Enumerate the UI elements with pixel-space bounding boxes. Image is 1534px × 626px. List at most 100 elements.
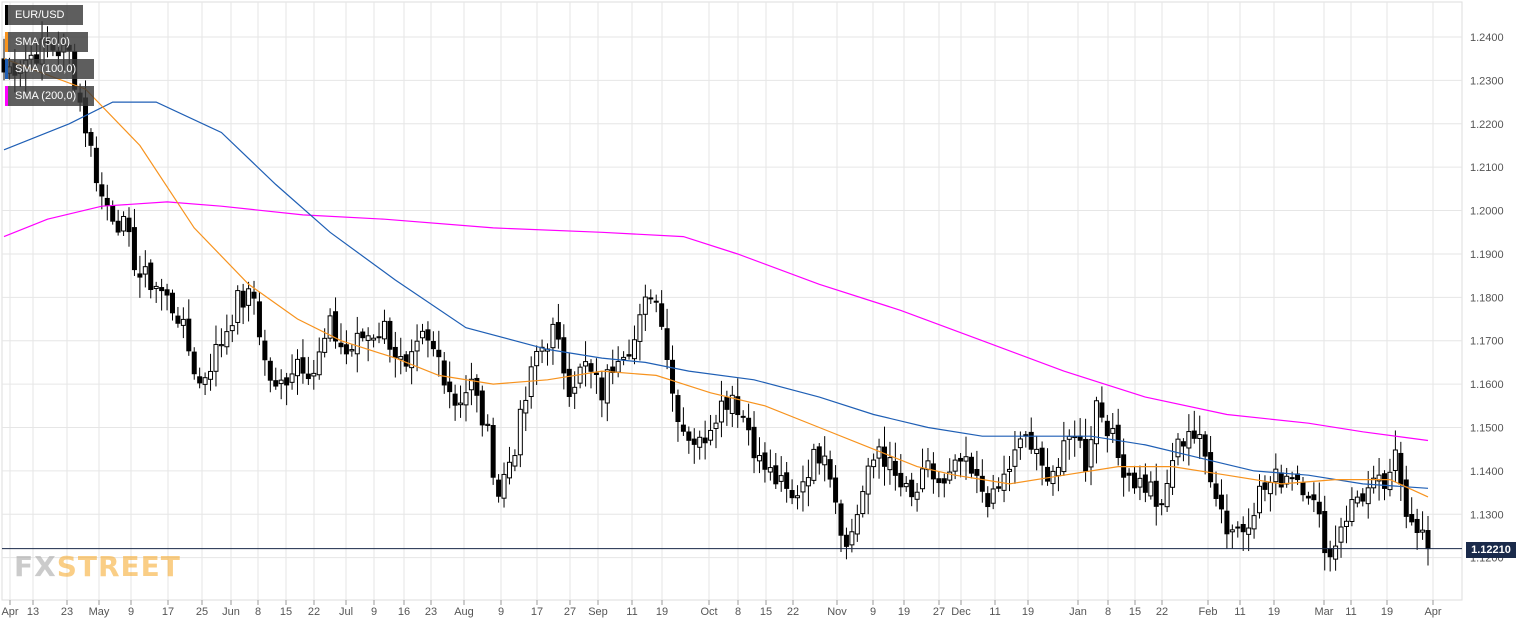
candle xyxy=(1012,431,1018,484)
candle xyxy=(1403,465,1409,529)
x-tick-label: 11 xyxy=(626,606,637,618)
candle xyxy=(941,473,947,498)
candle-body xyxy=(778,475,784,482)
candle-body xyxy=(1218,494,1224,510)
candle xyxy=(822,436,828,482)
candle-body xyxy=(653,300,659,303)
candle-body xyxy=(903,482,909,488)
x-tick-label: 19 xyxy=(1268,606,1280,618)
candle-body xyxy=(1175,438,1181,458)
candle-body xyxy=(343,344,349,355)
candle xyxy=(1186,414,1192,466)
candle-body xyxy=(740,415,746,418)
candle xyxy=(1289,471,1295,491)
x-tick-label: 13 xyxy=(27,606,39,618)
y-tick-label: 1.1500 xyxy=(1470,423,1504,435)
candle-body xyxy=(909,479,915,498)
candle xyxy=(246,281,252,322)
candle-body xyxy=(333,311,339,342)
y-tick-label: 1.2400 xyxy=(1470,32,1504,44)
x-tick-label: 8 xyxy=(255,606,261,618)
candle xyxy=(289,354,295,390)
candle-body xyxy=(1267,482,1273,495)
candle xyxy=(534,345,540,385)
candle-body xyxy=(1208,452,1214,483)
candle xyxy=(273,367,279,390)
candle-body xyxy=(93,147,99,184)
candle xyxy=(121,211,127,237)
candle-body xyxy=(273,380,279,387)
candle-body xyxy=(349,349,355,352)
candle xyxy=(1409,497,1415,526)
candle-body xyxy=(1338,526,1344,543)
candle-body xyxy=(1409,513,1415,523)
candle-body xyxy=(920,468,926,490)
candle xyxy=(675,389,681,442)
candle-body xyxy=(1371,477,1377,489)
candle-body xyxy=(262,340,268,361)
candle xyxy=(468,362,474,406)
sma-100-line xyxy=(3,101,1429,489)
x-tick-label: Sep xyxy=(588,606,608,618)
candle xyxy=(1208,436,1214,488)
candle xyxy=(691,428,697,464)
candle xyxy=(1338,517,1344,558)
candle-body xyxy=(436,349,442,358)
x-tick-label: 25 xyxy=(196,606,208,618)
candle xyxy=(381,309,387,344)
candle-body xyxy=(1235,526,1241,529)
candle-body xyxy=(300,357,306,374)
candle xyxy=(843,527,849,560)
x-tick-label: 17 xyxy=(162,606,174,618)
plot-area xyxy=(1,1,1463,601)
candle xyxy=(1240,516,1246,551)
legend-entry: SMA (50,0) xyxy=(5,32,88,52)
candle xyxy=(262,329,268,376)
candle-body xyxy=(642,296,648,315)
candle xyxy=(316,337,322,380)
candle xyxy=(599,370,605,418)
candle-body xyxy=(1039,447,1045,466)
candle xyxy=(784,462,790,503)
candle-body xyxy=(1186,431,1192,449)
candle-body xyxy=(294,358,300,377)
candle xyxy=(1180,438,1186,462)
legend-entry: SMA (100,0) xyxy=(5,59,94,79)
candle xyxy=(1099,386,1105,423)
candle xyxy=(697,430,703,460)
candle-body xyxy=(197,376,203,384)
candle-body xyxy=(322,337,328,353)
candle xyxy=(436,330,442,377)
candle-body xyxy=(881,446,887,467)
candle xyxy=(572,371,578,409)
candle-body xyxy=(887,457,893,471)
candle-body xyxy=(1099,402,1105,418)
candle xyxy=(354,316,360,373)
candle-body xyxy=(675,395,681,423)
candle-body xyxy=(583,361,589,367)
candle-body xyxy=(1257,485,1263,514)
candle xyxy=(648,289,654,304)
x-tick-label: 17 xyxy=(531,606,543,618)
candle-body xyxy=(1077,435,1083,441)
candle xyxy=(333,297,339,349)
candle-body xyxy=(278,379,284,385)
candle xyxy=(996,477,1002,493)
candle xyxy=(202,372,208,396)
x-tick-label: 16 xyxy=(398,606,410,618)
candle-body xyxy=(224,331,230,348)
candle-body xyxy=(713,422,719,429)
candle xyxy=(887,441,893,485)
candle-body xyxy=(474,377,480,396)
candle-body xyxy=(1066,435,1072,440)
candle-body xyxy=(202,377,208,385)
candle-body xyxy=(968,456,974,474)
candle-body xyxy=(860,491,866,515)
candle xyxy=(1360,488,1366,507)
x-tick-label: 19 xyxy=(656,606,668,618)
x-tick-label: 22 xyxy=(308,606,320,618)
candle xyxy=(1104,414,1110,453)
candle-body xyxy=(371,337,377,341)
candle-body xyxy=(1262,482,1268,490)
